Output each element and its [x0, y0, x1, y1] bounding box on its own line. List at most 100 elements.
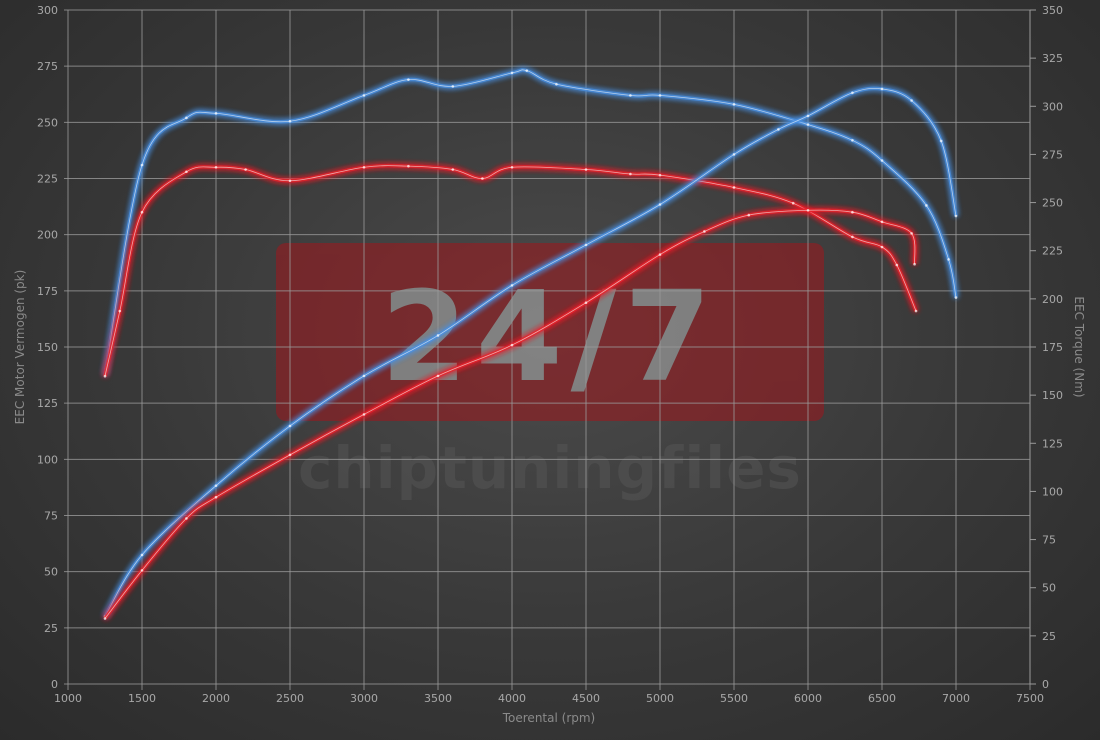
x-tick-label: 7000 [942, 692, 970, 705]
tuned-power-point [851, 139, 854, 142]
y-left-tick-label: 25 [44, 622, 58, 635]
x-tick-label: 4000 [498, 692, 526, 705]
stock-torque-point [362, 413, 366, 416]
tuned-torque-point [939, 139, 943, 143]
y-left-tick-label: 175 [37, 285, 58, 298]
x-tick-label: 3500 [424, 692, 452, 705]
stock-power-point [510, 165, 514, 169]
tuned-torque-point [851, 91, 854, 95]
y-right-tick-label: 275 [1042, 148, 1063, 161]
x-tick-label: 3000 [350, 692, 378, 705]
stock-power-point [914, 309, 918, 313]
stock-torque-point [851, 210, 854, 214]
stock-torque-point [703, 230, 706, 233]
tuned-power-point [732, 103, 736, 106]
x-tick-label: 2000 [202, 692, 230, 705]
y-left-tick-label: 75 [44, 510, 58, 523]
stock-power-point [584, 168, 588, 171]
tuned-power-point [925, 204, 928, 207]
tuned-power-point [288, 119, 292, 123]
stock-power-point [288, 179, 292, 183]
stock-torque-point [910, 232, 913, 235]
y-right-tick-label: 0 [1042, 678, 1049, 691]
series-lines [103, 68, 958, 620]
stock-torque-point [140, 569, 144, 572]
x-tick-label: 5000 [646, 692, 674, 705]
stock-power-point [140, 210, 144, 214]
tuned-torque-point [436, 334, 440, 337]
stock-power-point [895, 263, 899, 267]
stock-power-point [103, 374, 107, 378]
stock-power-point [244, 168, 247, 171]
stock-torque-point [288, 453, 292, 457]
tuned-power-point [555, 82, 558, 86]
y-axis-right-label: EEC Torque (Nm) [1072, 296, 1086, 397]
stock-torque-point [214, 495, 218, 499]
stock-torque-point [880, 220, 884, 224]
stock-power-point [851, 235, 854, 239]
tuned-power-point [629, 94, 632, 97]
y-right-tick-label: 25 [1042, 630, 1056, 643]
y-right-tick-label: 50 [1042, 582, 1056, 595]
stock-torque-point [913, 262, 916, 266]
y-left-tick-label: 150 [37, 341, 58, 354]
stock-torque-point [436, 374, 440, 378]
tuned-torque-point [510, 284, 514, 287]
stock-torque-line-highlight [104, 209, 916, 619]
stock-torque-point [747, 213, 751, 217]
stock-power-point [732, 186, 736, 189]
y-left-tick-label: 125 [37, 397, 58, 410]
watermark-logo: 24/7 chiptuningfiles [276, 243, 824, 502]
y-right-tick-label: 300 [1042, 100, 1063, 113]
stock-power-point [185, 170, 188, 174]
y-left-tick-label: 50 [44, 566, 58, 579]
stock-power-point [118, 309, 122, 313]
stock-power-point [362, 165, 366, 169]
stock-power-point [214, 165, 218, 169]
y-axis-left-label: EEC Motor Vermogen (pk) [13, 270, 27, 425]
tuned-power-point [947, 258, 950, 261]
y-right-tick-label: 175 [1042, 341, 1063, 354]
stock-power-point [451, 168, 455, 171]
stock-power-point [791, 201, 795, 205]
tuned-torque-point [288, 424, 292, 428]
tuned-torque-point [910, 99, 913, 102]
stock-torque-point [103, 617, 107, 620]
tuned-torque-point [658, 203, 662, 206]
stock-power-point [407, 164, 410, 168]
x-tick-label: 1500 [128, 692, 156, 705]
tuned-power-point [214, 112, 218, 115]
tick-labels: 1000 1500 2000 2500 3000 3500 4000 4500 5000 5500… [37, 4, 1063, 705]
tuned-torque-point [777, 128, 780, 131]
stock-torque-point [510, 343, 514, 347]
y-right-tick-label: 75 [1042, 534, 1056, 547]
stock-power-point [658, 173, 662, 177]
y-left-tick-label: 100 [37, 453, 58, 466]
y-right-tick-label: 100 [1042, 485, 1063, 498]
y-left-tick-label: 0 [51, 678, 58, 691]
x-tick-label: 5500 [720, 692, 748, 705]
tuned-torque-point [732, 153, 736, 156]
tuned-power-point [806, 123, 810, 126]
svg-text:chiptuningfiles: chiptuningfiles [298, 434, 802, 502]
stock-power-point [880, 245, 884, 249]
stock-torque-point [584, 301, 588, 305]
grid [64, 9, 1036, 690]
y-left-tick-label: 200 [37, 229, 58, 242]
y-right-tick-label: 225 [1042, 245, 1063, 258]
x-tick-label: 6000 [794, 692, 822, 705]
tuned-power-point [525, 69, 529, 72]
tuned-torque-point [362, 374, 366, 378]
stock-torque-point [185, 517, 188, 520]
tuned-power-point [407, 78, 410, 81]
y-right-tick-label: 325 [1042, 52, 1063, 65]
tuned-power-line-highlight [104, 69, 957, 376]
tuned-torque-point [806, 114, 810, 118]
y-right-tick-label: 200 [1042, 293, 1063, 306]
y-right-tick-label: 125 [1042, 437, 1063, 450]
tuned-power-point [658, 94, 662, 97]
stock-power-point [481, 177, 484, 180]
tuned-torque-point [214, 484, 218, 487]
x-tick-label: 7500 [1016, 692, 1044, 705]
x-tick-label: 4500 [572, 692, 600, 705]
